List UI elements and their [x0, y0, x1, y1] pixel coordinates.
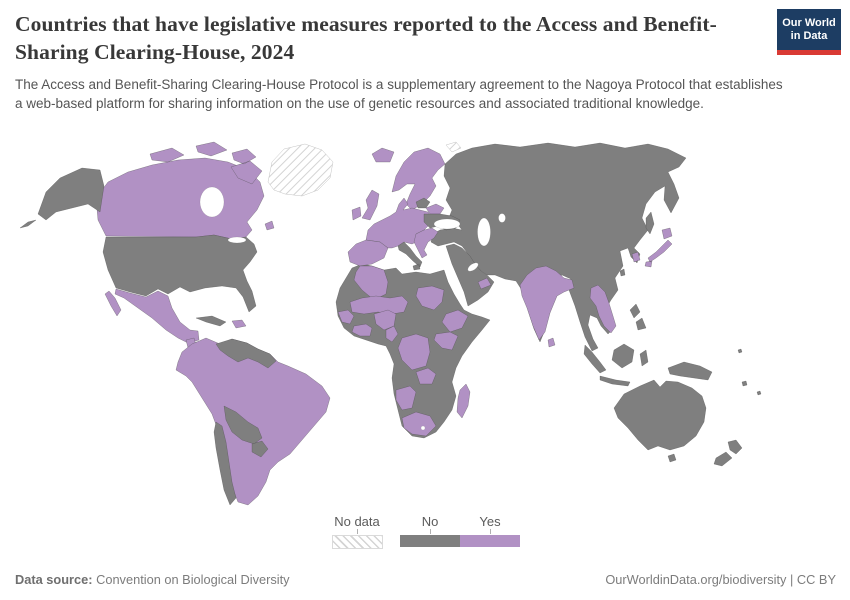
- legend-swatch-yes[interactable]: [460, 535, 520, 547]
- region-australia[interactable]: [613, 379, 707, 451]
- region-iceland[interactable]: [371, 147, 395, 163]
- region-belarus[interactable]: [425, 203, 445, 215]
- region-arabia-levant[interactable]: [445, 243, 495, 307]
- data-source-label: Data source:: [15, 572, 93, 587]
- region-united-arab-emirates[interactable]: [477, 277, 492, 290]
- legend-label-no[interactable]: No: [421, 514, 439, 529]
- great-lakes: [227, 236, 247, 244]
- region-madagascar[interactable]: [456, 383, 471, 419]
- region-italy[interactable]: [397, 241, 423, 271]
- world-map-svg: [19, 141, 762, 506]
- region-philippines[interactable]: [629, 303, 647, 331]
- region-south-korea[interactable]: [631, 251, 641, 263]
- region-namibia[interactable]: [395, 385, 417, 411]
- region-japan[interactable]: [644, 227, 673, 268]
- region-ivory-coast-ghana[interactable]: [351, 323, 373, 337]
- region-india[interactable]: [519, 265, 575, 341]
- region-alaska[interactable]: [19, 167, 105, 229]
- aral-sea: [498, 213, 506, 223]
- region-tasmania[interactable]: [667, 453, 677, 463]
- region-united-states[interactable]: [102, 234, 258, 313]
- chart-subtitle: The Access and Benefit-Sharing Clearing-…: [15, 77, 783, 112]
- region-iberia[interactable]: [347, 239, 389, 267]
- region-united-kingdom[interactable]: [361, 189, 380, 221]
- region-sri-lanka[interactable]: [547, 337, 556, 348]
- owid-logo-line2: in Data: [790, 29, 828, 42]
- region-sakhalin[interactable]: [645, 211, 655, 235]
- region-south-america[interactable]: [175, 337, 331, 506]
- region-borneo[interactable]: [611, 343, 635, 369]
- region-kenya-uganda[interactable]: [433, 331, 459, 351]
- region-new-zealand[interactable]: [713, 439, 743, 467]
- region-taiwan[interactable]: [619, 268, 626, 277]
- legend-tick-no: [430, 529, 431, 534]
- region-sulawesi[interactable]: [639, 349, 649, 367]
- owid-logo-red-bar: [777, 50, 841, 55]
- region-mali-niger[interactable]: [349, 295, 409, 315]
- region-ethiopia[interactable]: [441, 309, 469, 333]
- data-source-value: Convention on Biological Diversity: [92, 572, 290, 587]
- lesotho-gap: [420, 425, 426, 431]
- page-title: Countries that have legislative measures…: [15, 12, 717, 64]
- region-java[interactable]: [599, 375, 631, 387]
- region-canadian-arctic-islands[interactable]: [149, 141, 275, 231]
- legend-tick-no-data: [357, 529, 358, 534]
- region-pacific-islands[interactable]: [737, 348, 762, 396]
- black-sea: [433, 218, 461, 230]
- region-cameroon[interactable]: [385, 325, 399, 343]
- region-bolivia[interactable]: [223, 405, 263, 445]
- data-source: Data source: Convention on Biological Di…: [15, 572, 290, 587]
- legend-swatch-no[interactable]: [400, 535, 460, 547]
- owid-logo-line1: Our World: [782, 16, 836, 29]
- legend-tick-yes: [490, 529, 491, 534]
- region-senegal-guinea[interactable]: [337, 309, 355, 325]
- region-scandinavia[interactable]: [391, 147, 446, 211]
- region-russia-china-asia[interactable]: [430, 142, 687, 352]
- owid-logo[interactable]: Our World in Data: [777, 9, 841, 55]
- map-legend: No data No Yes: [330, 514, 525, 550]
- region-venezuela-guyanas[interactable]: [215, 338, 277, 369]
- region-ireland[interactable]: [351, 206, 362, 221]
- owid-footer-link[interactable]: OurWorldinData.org/biodiversity | CC BY: [605, 572, 836, 587]
- region-balkans[interactable]: [413, 227, 439, 259]
- region-dr-congo[interactable]: [397, 333, 431, 371]
- world-map: [0, 140, 850, 512]
- legend-swatch-no-data[interactable]: [332, 535, 383, 549]
- legend-label-no-data[interactable]: No data: [334, 514, 380, 529]
- region-zambia[interactable]: [415, 367, 437, 385]
- hudson-bay: [199, 186, 225, 218]
- region-hispaniola[interactable]: [231, 319, 247, 329]
- persian-gulf: [467, 262, 479, 272]
- region-chile[interactable]: [213, 421, 237, 506]
- region-south-africa[interactable]: [401, 411, 437, 437]
- chart-footer: Data source: Convention on Biological Di…: [15, 572, 836, 587]
- region-cuba[interactable]: [195, 315, 227, 327]
- region-laos-vietnam-cambodia[interactable]: [589, 284, 617, 334]
- region-mexico[interactable]: [104, 288, 200, 344]
- region-svalbard[interactable]: [445, 141, 462, 153]
- legend-label-yes[interactable]: Yes: [479, 514, 501, 529]
- region-sumatra[interactable]: [583, 344, 607, 374]
- region-paraguay[interactable]: [251, 440, 269, 458]
- region-new-guinea[interactable]: [667, 361, 713, 381]
- region-baltic-states[interactable]: [415, 197, 431, 209]
- caspian-sea: [477, 217, 491, 247]
- region-greenland[interactable]: [267, 143, 334, 197]
- owid-logo-box: Our World in Data: [777, 9, 841, 50]
- region-sudan[interactable]: [415, 285, 445, 311]
